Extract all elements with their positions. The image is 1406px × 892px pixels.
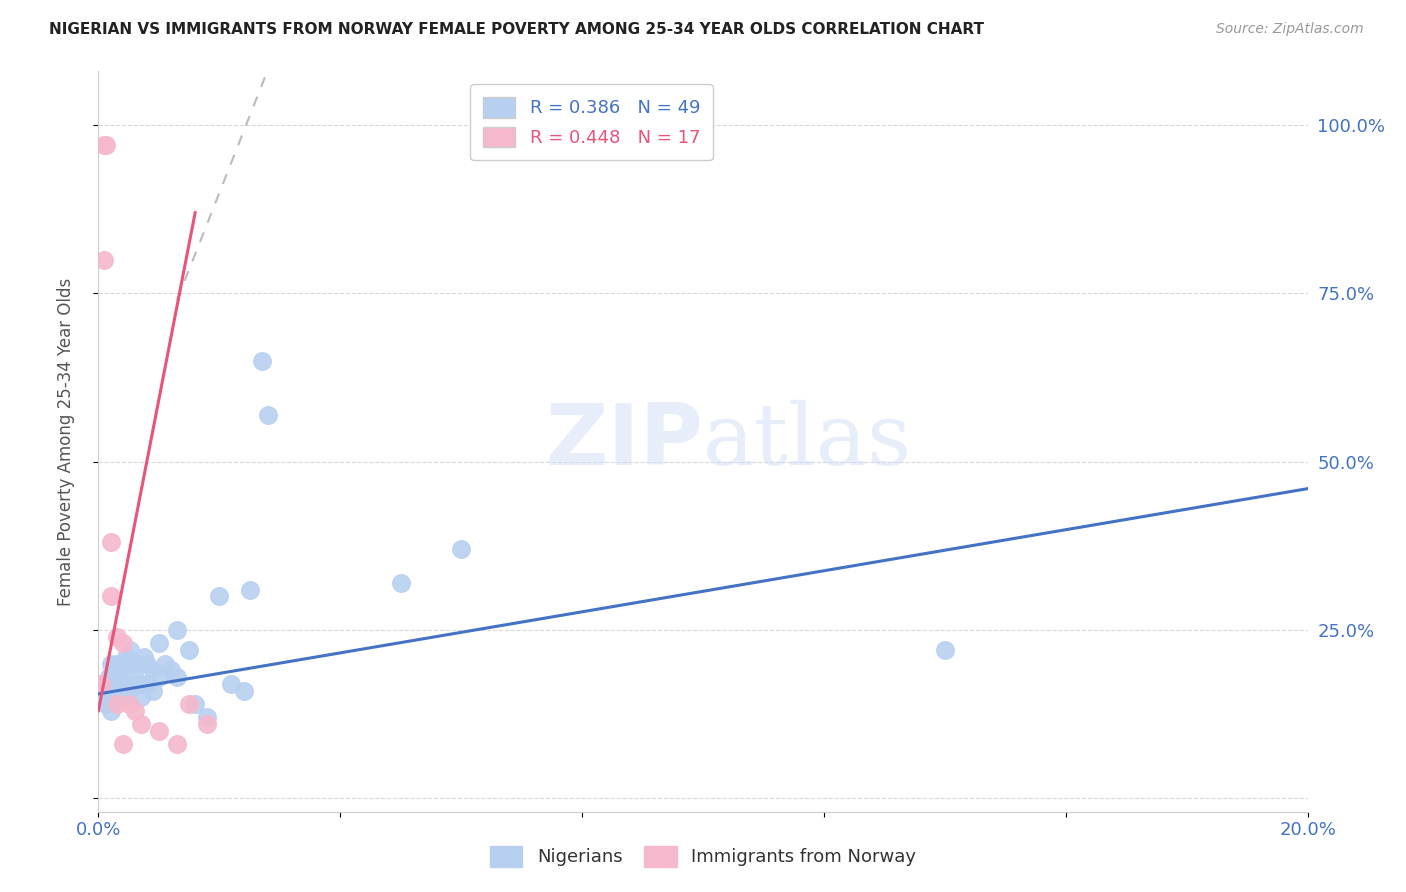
Point <box>107 677 129 691</box>
Point <box>389 575 412 590</box>
Point <box>105 630 128 644</box>
Point <box>166 738 188 752</box>
Point <box>129 690 152 705</box>
Point <box>184 697 207 711</box>
Point <box>100 590 122 604</box>
Point <box>118 697 141 711</box>
Point <box>94 138 117 153</box>
Point <box>93 690 115 705</box>
Point <box>166 623 188 637</box>
Legend: Nigerians, Immigrants from Norway: Nigerians, Immigrants from Norway <box>482 838 924 874</box>
Point <box>124 677 146 691</box>
Point <box>118 643 141 657</box>
Point <box>221 677 243 691</box>
Text: NIGERIAN VS IMMIGRANTS FROM NORWAY FEMALE POVERTY AMONG 25-34 YEAR OLDS CORRELAT: NIGERIAN VS IMMIGRANTS FROM NORWAY FEMAL… <box>49 22 984 37</box>
Point <box>94 697 117 711</box>
Point <box>153 657 176 671</box>
Point <box>111 683 134 698</box>
Point <box>111 690 134 705</box>
Text: atlas: atlas <box>703 400 912 483</box>
Point <box>148 723 170 738</box>
Point <box>232 683 254 698</box>
Point <box>108 664 131 678</box>
Point <box>111 738 134 752</box>
Point <box>166 670 188 684</box>
Point <box>256 408 278 422</box>
Point <box>118 657 141 671</box>
Point <box>179 643 201 657</box>
Point <box>127 657 149 671</box>
Y-axis label: Female Poverty Among 25-34 Year Olds: Female Poverty Among 25-34 Year Olds <box>56 277 75 606</box>
Point <box>114 649 136 664</box>
Point <box>91 677 114 691</box>
Point <box>135 657 157 671</box>
Point <box>105 690 128 705</box>
Point <box>100 657 122 671</box>
Point <box>105 657 128 671</box>
Point <box>105 670 128 684</box>
Point <box>132 649 155 664</box>
Text: Source: ZipAtlas.com: Source: ZipAtlas.com <box>1216 22 1364 37</box>
Point <box>98 670 121 684</box>
Text: ZIP: ZIP <box>546 400 703 483</box>
Point <box>105 697 128 711</box>
Point <box>142 683 165 698</box>
Point <box>179 697 201 711</box>
Point <box>103 677 125 691</box>
Point <box>96 683 118 698</box>
Point <box>135 677 157 691</box>
Point <box>118 683 141 698</box>
Point <box>148 636 170 650</box>
Point <box>100 704 122 718</box>
Point <box>208 590 231 604</box>
Point <box>124 664 146 678</box>
Point <box>239 582 262 597</box>
Point <box>112 677 135 691</box>
Point <box>142 664 165 678</box>
Point <box>450 542 472 557</box>
Point <box>111 636 134 650</box>
Point <box>93 138 115 153</box>
Point <box>195 717 218 731</box>
Point <box>93 252 115 267</box>
Point <box>129 677 152 691</box>
Point <box>934 643 956 657</box>
Point <box>100 683 122 698</box>
Point <box>124 704 146 718</box>
Point <box>160 664 183 678</box>
Point <box>250 353 273 368</box>
Legend: R = 0.386   N = 49, R = 0.448   N = 17: R = 0.386 N = 49, R = 0.448 N = 17 <box>470 84 713 160</box>
Point <box>90 677 112 691</box>
Point <box>195 710 218 724</box>
Point <box>100 535 122 549</box>
Point <box>129 717 152 731</box>
Point <box>148 670 170 684</box>
